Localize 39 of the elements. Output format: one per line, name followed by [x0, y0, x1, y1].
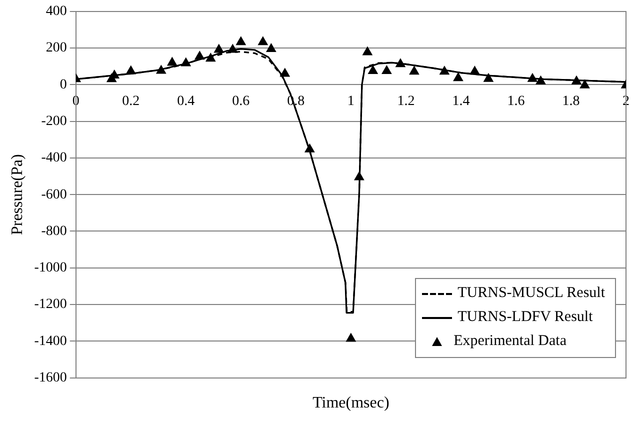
point: [362, 46, 372, 56]
x-tick-label: 1: [347, 94, 354, 109]
y-tick-label: -1600: [34, 370, 67, 386]
y-tick-label: -600: [41, 187, 67, 202]
point: [368, 65, 378, 74]
legend-label: Experimental Data: [454, 333, 566, 350]
x-tick-label: 1.6: [507, 94, 525, 109]
point: [536, 76, 546, 84]
y-tick-label: -1000: [34, 260, 67, 276]
x-axis-title: Time(msec): [312, 394, 390, 412]
y-tick-label: -400: [41, 150, 67, 166]
point: [236, 36, 246, 46]
x-tick-label: 1.2: [397, 94, 415, 109]
y-tick-label: 400: [46, 4, 67, 20]
point: [453, 72, 464, 82]
point: [409, 66, 420, 75]
point: [214, 44, 224, 53]
x-tick-label: 1.8: [562, 94, 580, 109]
y-tick-label: -800: [41, 224, 67, 239]
legend-label: TURNS-MUSCL Result: [458, 285, 605, 302]
point: [484, 73, 494, 82]
x-tick-label: 0.6: [232, 94, 250, 109]
point: [382, 65, 392, 74]
point: [258, 36, 268, 46]
x-tick-label: 0.2: [122, 94, 140, 109]
x-tick-label: 1.4: [452, 94, 470, 109]
y-tick-label: -200: [41, 114, 67, 129]
y-tick-label: 0: [60, 77, 67, 92]
x-tick-label: 0: [72, 94, 80, 109]
x-tick-label: 0.4: [177, 94, 195, 109]
point: [167, 57, 177, 66]
y-tick-label: 200: [46, 40, 67, 56]
point: [266, 43, 276, 52]
legend-label: TURNS-LDFV Result: [458, 309, 593, 326]
y-axis-title: Pressure(Pa): [8, 154, 26, 236]
point: [580, 80, 590, 88]
point: [346, 333, 356, 342]
y-tick-label: -1200: [34, 297, 67, 312]
y-tick-label: -1400: [34, 334, 67, 349]
